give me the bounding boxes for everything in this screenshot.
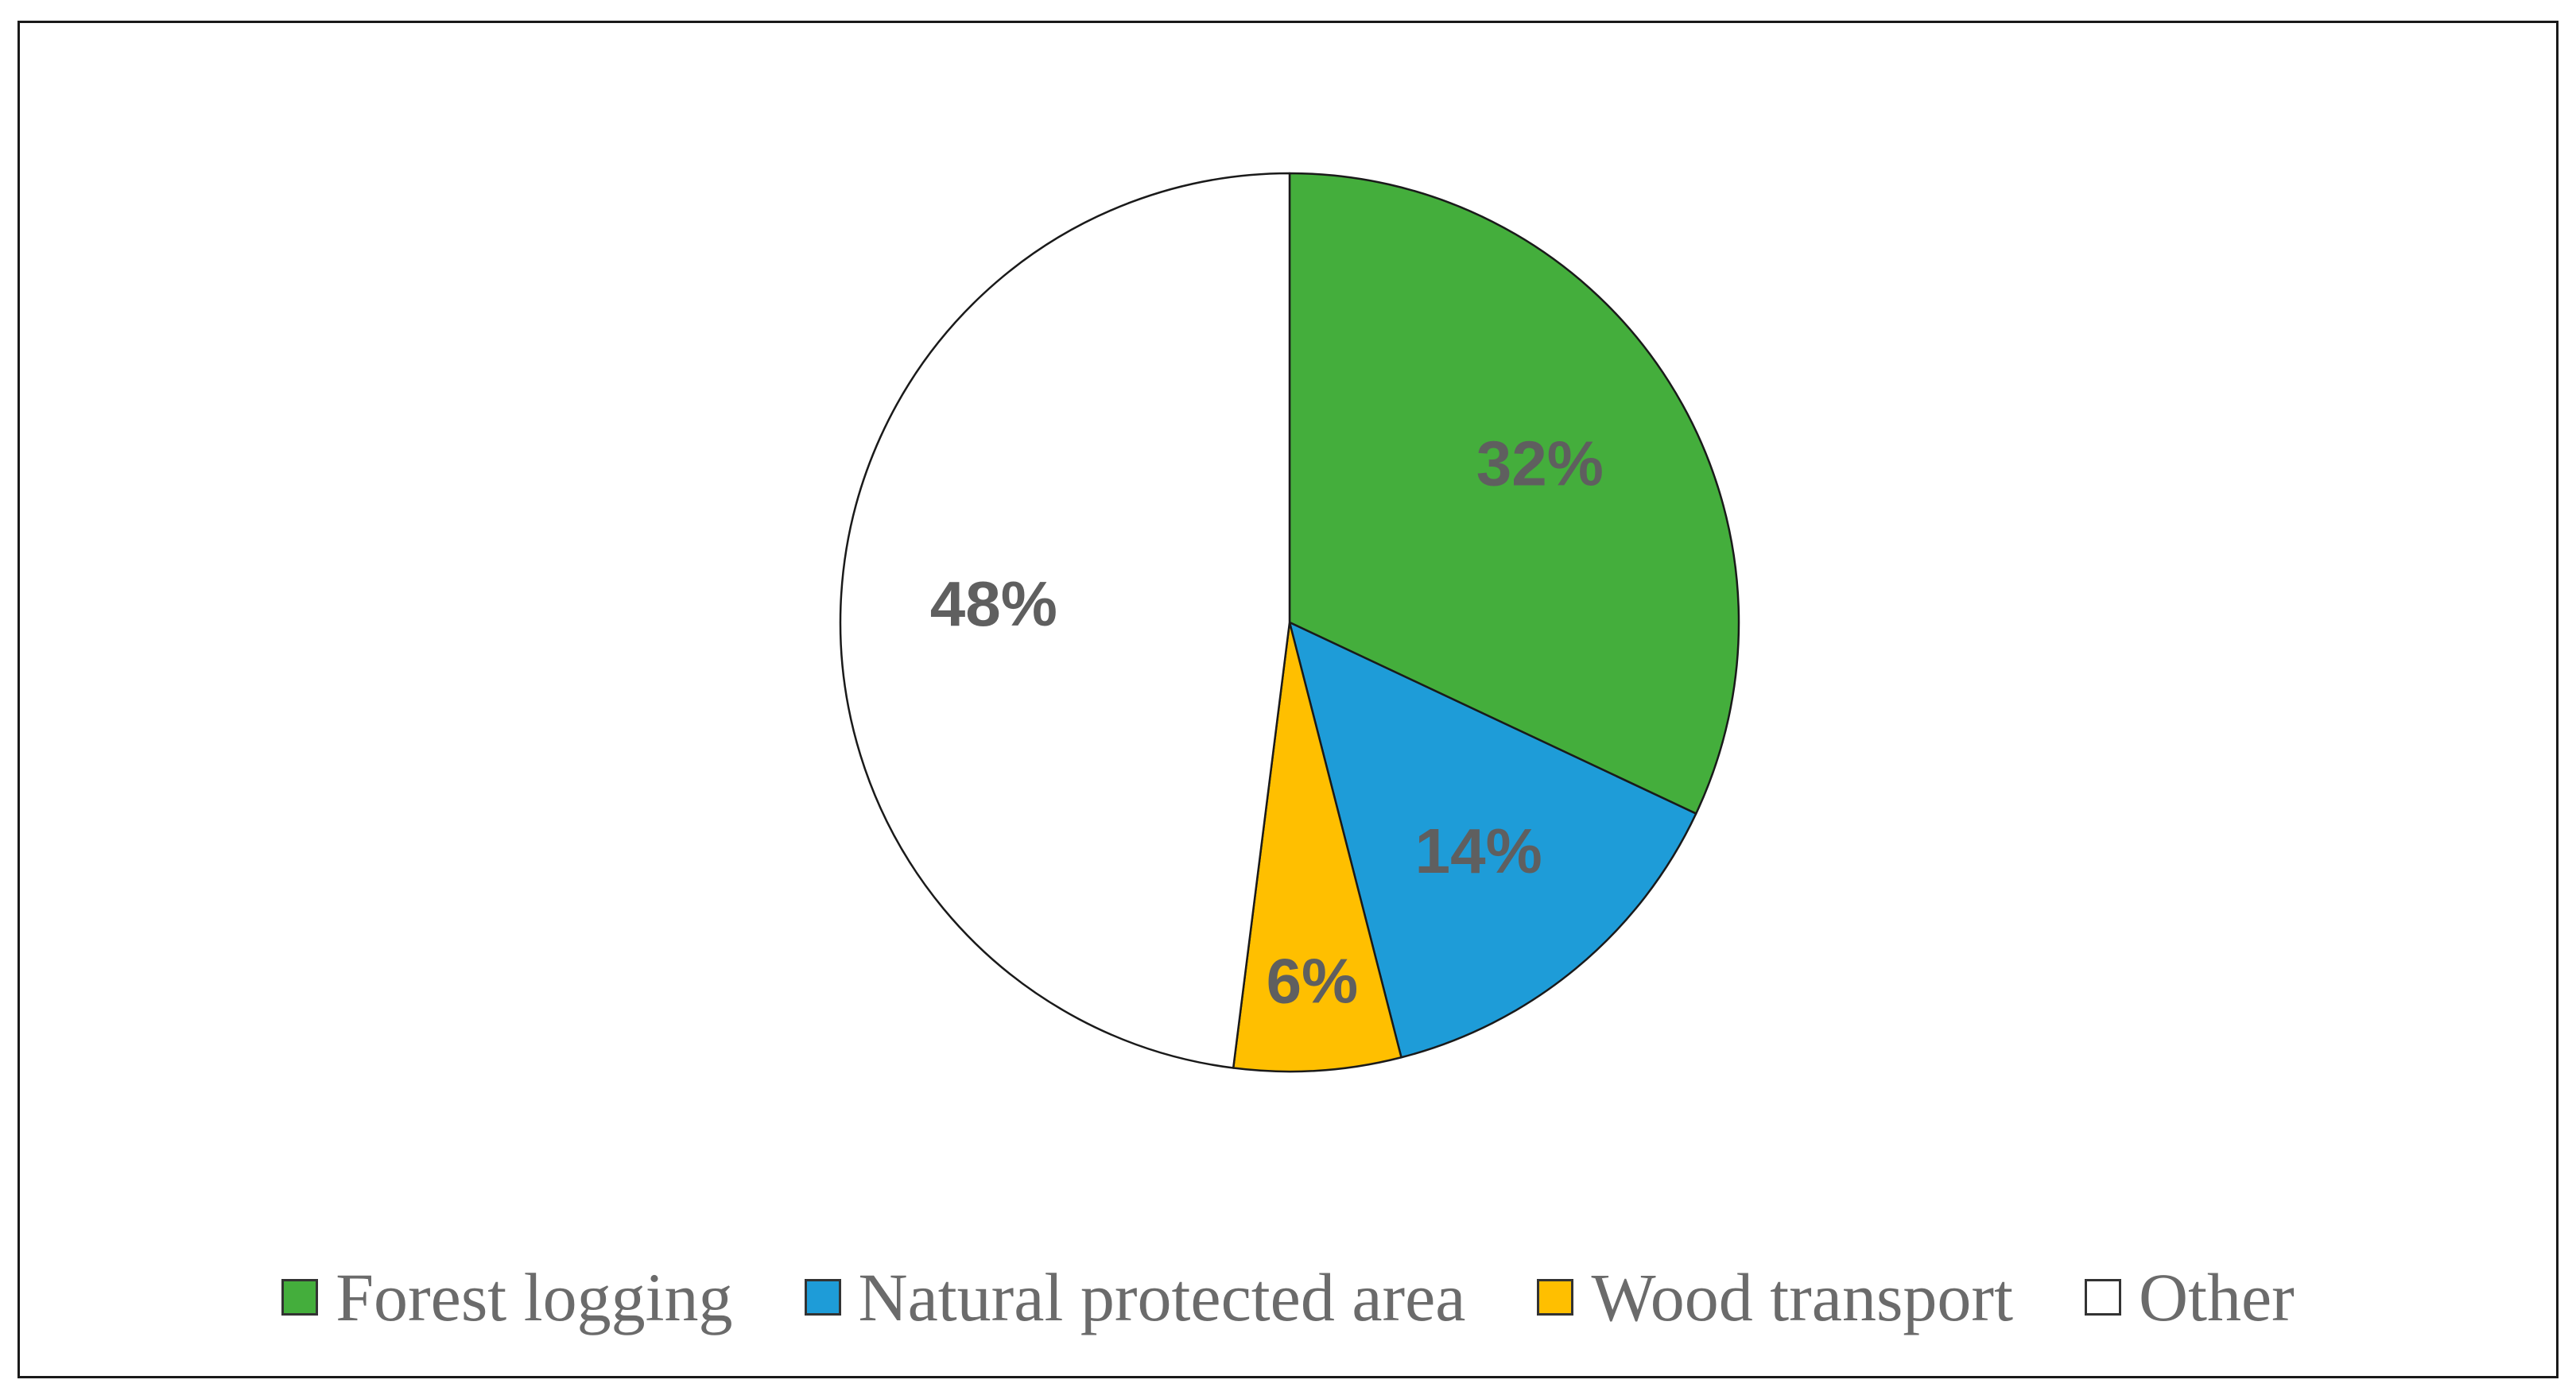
legend-item-other: Other [2084,1259,2295,1335]
legend-swatch-forest-logging [281,1279,319,1316]
legend-label-forest-logging: Forest logging [336,1259,733,1335]
chart-frame: 32% 14% 6% 48% Forest logging Natural prote… [17,21,2559,1378]
pie-slices [839,172,1740,1073]
legend-swatch-natural-protected-area [804,1279,841,1316]
pie-slice-other [839,172,1291,1069]
pie-slice-wood-transport [1232,621,1402,1073]
pie-label-other: 48% [930,568,1057,639]
legend-swatch-wood-transport [1537,1279,1574,1316]
legend-item-forest-logging: Forest logging [281,1259,733,1335]
legend-item-wood-transport: Wood transport [1537,1263,2013,1331]
pie-slice-forest-logging [1288,172,1740,815]
pie-slice-natural-protected-area [1288,621,1697,1059]
pie-label-wood-transport: 6% [1267,946,1359,1017]
legend-label-other: Other [2138,1259,2295,1335]
legend: Forest logging Natural protected area Wo… [20,1263,2556,1331]
legend-item-natural-protected-area: Natural protected area [804,1259,1466,1335]
legend-swatch-other [2084,1279,2121,1316]
pie-label-natural-protected-area: 14% [1415,816,1542,886]
legend-label-natural-protected-area: Natural protected area [858,1259,1466,1335]
pie-labels: 32% 14% 6% 48% [930,428,1604,1017]
legend-label-wood-transport: Wood transport [1591,1259,2013,1335]
pie-label-forest-logging: 32% [1476,428,1604,499]
pie-chart: 32% 14% 6% 48% [839,172,1740,1073]
